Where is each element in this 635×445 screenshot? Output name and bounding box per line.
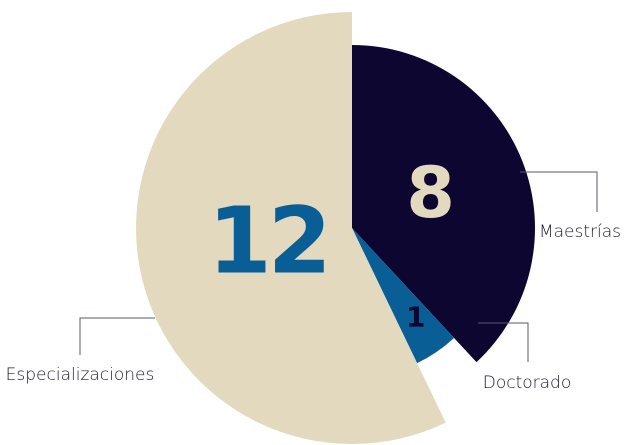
value-label: 12 bbox=[208, 188, 328, 295]
pie-slice bbox=[352, 45, 536, 363]
value-label: 8 bbox=[406, 152, 451, 234]
value-label: 1 bbox=[406, 300, 424, 333]
leader-line bbox=[478, 322, 529, 362]
category-label: Doctorado bbox=[483, 373, 572, 393]
category-label: Especializaciones bbox=[6, 365, 155, 385]
pie-slice bbox=[352, 228, 455, 364]
leader-line bbox=[520, 171, 598, 212]
pie-slice bbox=[136, 12, 446, 444]
leader-line bbox=[79, 317, 155, 355]
category-label: Maestrías bbox=[539, 222, 621, 242]
slices: 8 1 12 bbox=[136, 12, 536, 444]
